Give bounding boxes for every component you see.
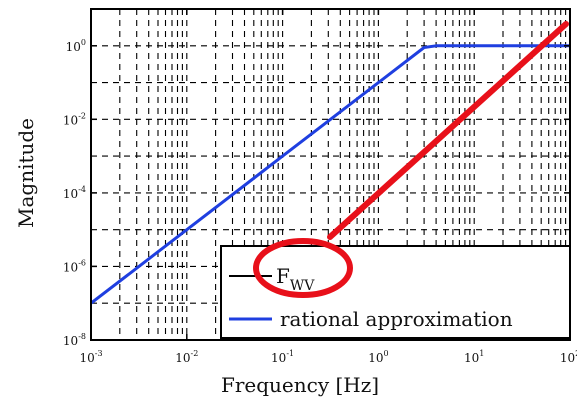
- annotation-highlight: [253, 21, 569, 298]
- x-tick-label: 101: [464, 349, 484, 365]
- x-tick-label: 10-2: [175, 349, 198, 365]
- y-tick-label: 10-4: [63, 185, 86, 201]
- series-group: [91, 44, 570, 305]
- axes-box: [90, 8, 571, 341]
- x-tick-label: 100: [368, 349, 388, 365]
- x-tick-label: 10-1: [271, 349, 294, 365]
- y-tick-label: 100: [66, 38, 86, 54]
- x-tick-label: 10-3: [79, 349, 102, 365]
- annotation-arrow-line: [327, 21, 569, 240]
- annotation-ellipse: [253, 238, 353, 298]
- y-axis-label: Magnitude: [14, 118, 38, 228]
- x-axis-label: Frequency [Hz]: [221, 373, 379, 397]
- y-tick-label: 10-8: [63, 332, 86, 348]
- legend-label: FWV: [276, 264, 315, 294]
- series-line-rational-approximation: [91, 44, 570, 305]
- legend-label: rational approximation: [280, 307, 513, 331]
- y-tick-label: 10-6: [63, 258, 86, 274]
- y-tick-label: 10-2: [63, 111, 86, 127]
- x-tick-label: 102: [560, 349, 577, 365]
